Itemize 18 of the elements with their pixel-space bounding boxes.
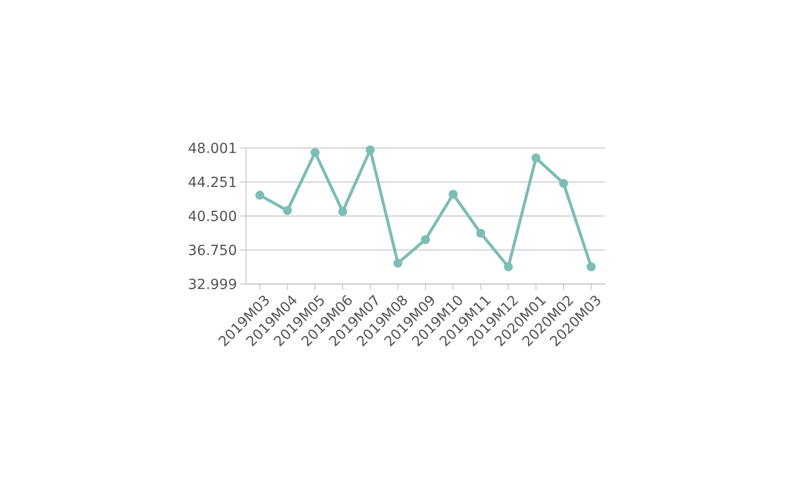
point — [504, 262, 513, 272]
y-tick-label: 44.251 — [188, 174, 237, 191]
point — [448, 190, 458, 199]
point — [476, 228, 486, 238]
point — [559, 178, 568, 188]
y-tick-label: 36.750 — [188, 242, 237, 259]
point — [338, 206, 348, 216]
y-tick-label: 32.999 — [188, 276, 237, 293]
y-tick-label: 40.500 — [188, 208, 237, 225]
point — [255, 190, 264, 200]
point — [282, 206, 292, 216]
point — [421, 235, 430, 244]
y-tick-label: 48.001 — [188, 140, 237, 157]
point — [393, 258, 402, 268]
point — [310, 148, 320, 158]
point — [531, 153, 540, 162]
point — [366, 145, 375, 154]
point — [586, 262, 596, 272]
